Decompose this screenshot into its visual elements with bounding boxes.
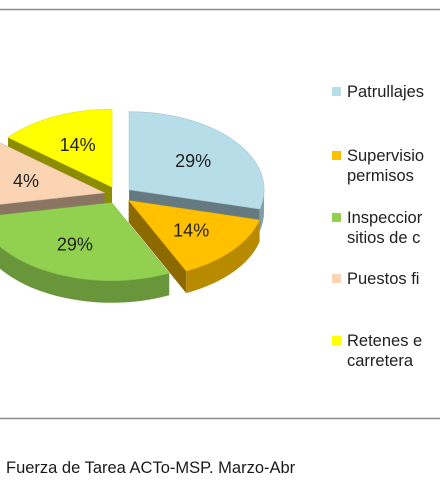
legend-item-puestos: Puestos fi <box>332 269 419 289</box>
pie-slice-supervision <box>128 200 260 272</box>
legend-label-puestos: Puestos fi <box>347 270 420 288</box>
legend-label-patrullajes: Patrullajes <box>347 83 425 101</box>
pie-slice-rim-inspeccion <box>0 246 170 303</box>
pie-slice-retenes <box>7 108 113 188</box>
data-label-patrullajes: 29% <box>175 151 211 171</box>
pie-chart <box>0 108 265 303</box>
legend-label-supervision-line1: Supervisio <box>347 147 425 165</box>
pie-slice-puestos <box>0 142 106 205</box>
source-caption: Fuerza de Tarea ACTo-MSP. Marzo-Abr <box>6 459 296 477</box>
chart-area: 29% 14% 29% 4% 14% <box>0 8 440 420</box>
legend-label-supervision-line2: permisos <box>347 167 414 185</box>
legend-swatch-puestos <box>332 274 341 283</box>
legend-swatch-inspeccion <box>332 213 341 222</box>
legend-item-retenes: Retenes e carretera <box>332 331 422 371</box>
data-label-puestos: 4% <box>13 171 39 191</box>
pie-slice-wall-supervision-1 <box>128 200 187 294</box>
legend-label-retenes-line1: Retenes e <box>347 332 423 350</box>
pie-slice-patrullajes <box>128 111 265 210</box>
data-label-retenes: 14% <box>60 135 96 155</box>
legend-item-supervision: Supervisio permisos <box>332 146 424 186</box>
pie-slice-inspeccion <box>0 202 170 282</box>
legend-item-patrullajes: Patrullajes <box>332 82 424 102</box>
legend-item-inspeccion: Inspeccior sitios de c <box>332 208 422 248</box>
pie-data-labels: 29% 14% 29% 4% 14% <box>13 135 211 255</box>
data-label-inspeccion: 29% <box>57 234 93 254</box>
legend-swatch-patrullajes <box>332 87 341 96</box>
legend-label-inspeccion-line1: Inspeccior <box>347 209 423 227</box>
legend-swatch-supervision <box>332 151 341 160</box>
legend-label-inspeccion-line2: sitios de c <box>347 229 421 247</box>
legend-swatch-retenes <box>332 336 341 345</box>
legend-label-retenes-line2: carretera <box>347 352 414 370</box>
data-label-supervision: 14% <box>173 220 209 240</box>
